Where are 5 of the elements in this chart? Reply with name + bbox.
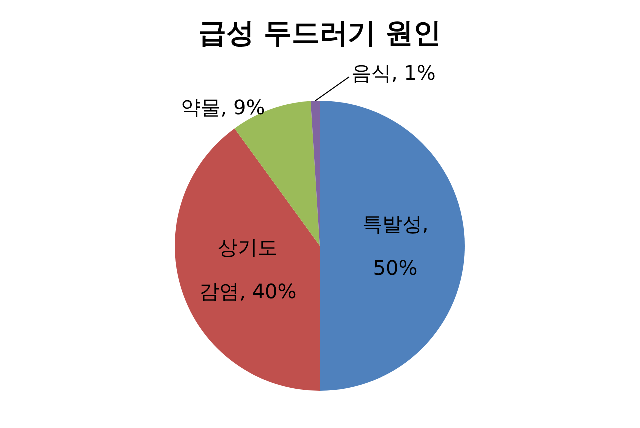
chart-title: 급성 두드러기 원인 xyxy=(198,16,442,50)
data-label: 특발성, 50% xyxy=(362,212,429,280)
data-label: 음식, 1% xyxy=(351,61,436,86)
data-label: 약물, 9% xyxy=(180,96,266,120)
data-label: 상기도 감염, 40% xyxy=(200,235,297,304)
